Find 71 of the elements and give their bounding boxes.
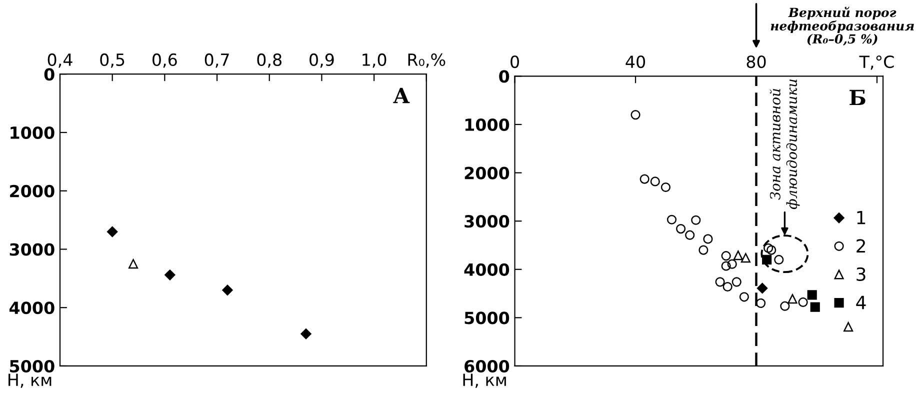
point [660,182,670,192]
legend-label: 4 [856,296,866,310]
x-tick-label: 0,5 [100,53,124,68]
point [107,226,118,238]
x-tick-label: 0,9 [310,53,334,68]
point [739,292,749,302]
point [164,270,176,280]
x-tick-label: 0,4 [48,53,72,68]
point [721,261,731,271]
y-tick-label: 5000 [464,312,510,324]
y-tick-label: 0 [499,70,510,83]
y-tick-label: 4000 [10,302,54,314]
y-tick-label: 2000 [464,166,510,180]
point [691,215,701,225]
y-axis-title: H, км [8,374,52,388]
point [766,245,776,255]
x-tick-label: 1,0 [362,53,386,68]
point [780,301,790,311]
point [703,234,713,244]
x-tick-label: R₀,% [408,53,446,68]
point [715,277,725,287]
point [128,259,138,269]
point [733,250,743,260]
point [666,214,677,224]
point [807,290,817,300]
x-tick-label: T,°C [859,55,894,70]
legend-label: 2 [856,239,865,252]
point [722,282,732,292]
annotation: Зона активной флюидодинамики [770,80,800,210]
point [685,230,695,240]
point [810,302,820,312]
point [222,284,233,296]
y-tick-label: 3000 [10,243,54,256]
y-tick-label: 6000 [464,360,510,373]
x-tick-label: 0,7 [204,53,229,68]
x-tick-label: 80 [746,55,766,68]
ref-line-label: Верхний порог нефтеобразования (R₀–0,5 %) [770,6,914,46]
y-tick-label: 1000 [10,126,54,140]
point [727,259,737,269]
point [756,282,768,294]
point [650,176,660,186]
point [764,243,774,253]
y-axis-title: H, км [463,374,506,388]
point [788,294,798,304]
point [300,328,312,340]
point [732,277,742,287]
point [740,252,750,263]
x-tick-label: 0 [510,55,519,68]
point [844,322,854,332]
point [756,298,766,308]
annotation: Б [850,90,866,106]
legend-label: 3 [856,267,866,282]
x-tick-label: 0,8 [257,53,282,68]
point [640,174,650,184]
point [762,254,772,265]
point [774,254,784,265]
y-tick-label: 1000 [465,118,510,132]
y-tick-label: 5000 [10,360,54,373]
y-tick-label: 0 [44,68,54,81]
point [676,224,686,234]
x-tick-label: 40 [626,55,646,68]
y-tick-label: 4000 [464,263,510,276]
legend-label: 1 [857,211,866,224]
x-tick-label: 0,6 [152,53,177,68]
y-tick-label: 3000 [464,215,510,228]
y-tick-label: 2000 [10,184,54,198]
point [798,297,808,308]
point [630,110,640,120]
point [698,245,708,255]
point [721,251,731,261]
annotation: А [393,88,410,104]
